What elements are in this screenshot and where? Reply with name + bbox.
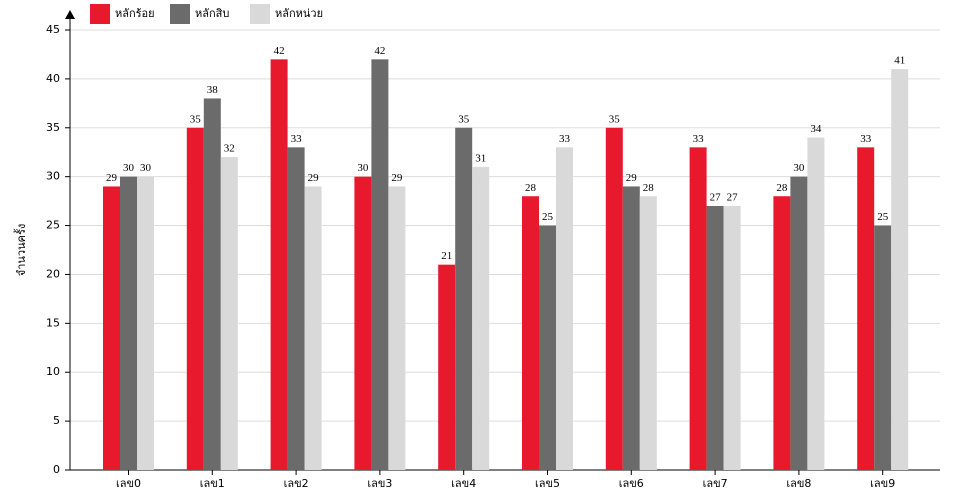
value-label: 30 — [123, 162, 135, 174]
value-label: 38 — [207, 84, 219, 96]
y-axis-label: จำนวนครั้ง — [13, 224, 28, 276]
y-tick-label: 20 — [46, 267, 60, 280]
x-tick-label: เลข5 — [535, 477, 560, 490]
value-label: 42 — [374, 45, 385, 57]
bar — [522, 196, 539, 470]
bar — [556, 147, 573, 471]
value-label: 28 — [776, 182, 788, 194]
y-tick-label: 40 — [46, 72, 60, 85]
bar — [137, 176, 154, 470]
legend-label: หลักสิบ — [195, 7, 229, 20]
x-tick-label: เลข3 — [367, 477, 392, 490]
x-tick-label: เลข7 — [703, 477, 728, 490]
y-tick-label: 30 — [46, 170, 60, 183]
bar — [874, 225, 892, 470]
bar — [857, 147, 875, 471]
value-label: 28 — [643, 182, 655, 194]
legend-swatch — [250, 4, 270, 24]
value-label: 35 — [609, 113, 621, 125]
y-tick-label: 25 — [46, 219, 60, 232]
x-tick-label: เลข4 — [451, 477, 476, 490]
y-tick-label: 45 — [46, 23, 60, 36]
y-tick-label: 5 — [53, 414, 60, 427]
value-label: 34 — [810, 123, 822, 135]
legend-label: หลักหน่วย — [275, 7, 323, 20]
bar — [203, 98, 221, 470]
bar — [539, 225, 556, 470]
value-label: 29 — [308, 172, 320, 184]
legend-swatch — [90, 4, 110, 24]
bar — [723, 206, 741, 470]
value-label: 29 — [391, 172, 403, 184]
value-label: 33 — [693, 133, 705, 145]
y-tick-label: 0 — [53, 463, 60, 476]
x-tick-label: เลข9 — [870, 477, 895, 490]
bar — [438, 264, 456, 470]
y-tick-label: 10 — [46, 365, 60, 378]
value-label: 33 — [559, 133, 571, 145]
value-label: 42 — [274, 45, 285, 57]
x-tick-label: เลข1 — [200, 477, 225, 490]
value-label: 21 — [441, 250, 452, 262]
value-label: 29 — [626, 172, 638, 184]
bar — [103, 186, 120, 470]
bar — [354, 176, 372, 470]
bar — [304, 186, 322, 470]
bar — [186, 127, 204, 471]
bar — [220, 157, 238, 470]
value-label: 32 — [224, 143, 235, 155]
x-tick-label: เลข0 — [116, 477, 141, 490]
x-tick-label: เลข2 — [284, 477, 309, 490]
bar — [371, 59, 389, 470]
y-tick-label: 15 — [46, 316, 60, 329]
value-label: 30 — [793, 162, 805, 174]
value-label: 25 — [877, 211, 889, 223]
value-label: 29 — [106, 172, 118, 184]
bar — [455, 127, 473, 471]
bar — [622, 186, 640, 470]
value-label: 28 — [525, 182, 537, 194]
value-label: 27 — [710, 192, 722, 204]
bar — [605, 127, 623, 471]
bar — [891, 69, 909, 470]
value-label: 33 — [291, 133, 303, 145]
bar — [706, 206, 724, 470]
legend-swatch — [170, 4, 190, 24]
legend-label: หลักร้อย — [115, 7, 155, 20]
value-label: 31 — [475, 152, 486, 164]
value-label: 30 — [140, 162, 152, 174]
bar — [639, 196, 657, 470]
bar — [270, 59, 288, 470]
x-tick-label: เลข8 — [786, 477, 811, 490]
value-label: 27 — [727, 192, 739, 204]
bar — [773, 196, 791, 470]
value-label: 41 — [894, 55, 905, 67]
x-tick-label: เลข6 — [619, 477, 644, 490]
bar — [287, 147, 305, 471]
value-label: 30 — [357, 162, 369, 174]
bar — [388, 186, 406, 470]
value-label: 35 — [458, 113, 470, 125]
value-label: 25 — [542, 211, 554, 223]
bar — [689, 147, 707, 471]
bar — [472, 166, 490, 470]
value-label: 35 — [190, 113, 202, 125]
y-tick-label: 35 — [46, 121, 60, 134]
bar — [807, 137, 825, 471]
bar — [120, 176, 137, 470]
bar — [790, 176, 808, 470]
value-label: 33 — [860, 133, 872, 145]
